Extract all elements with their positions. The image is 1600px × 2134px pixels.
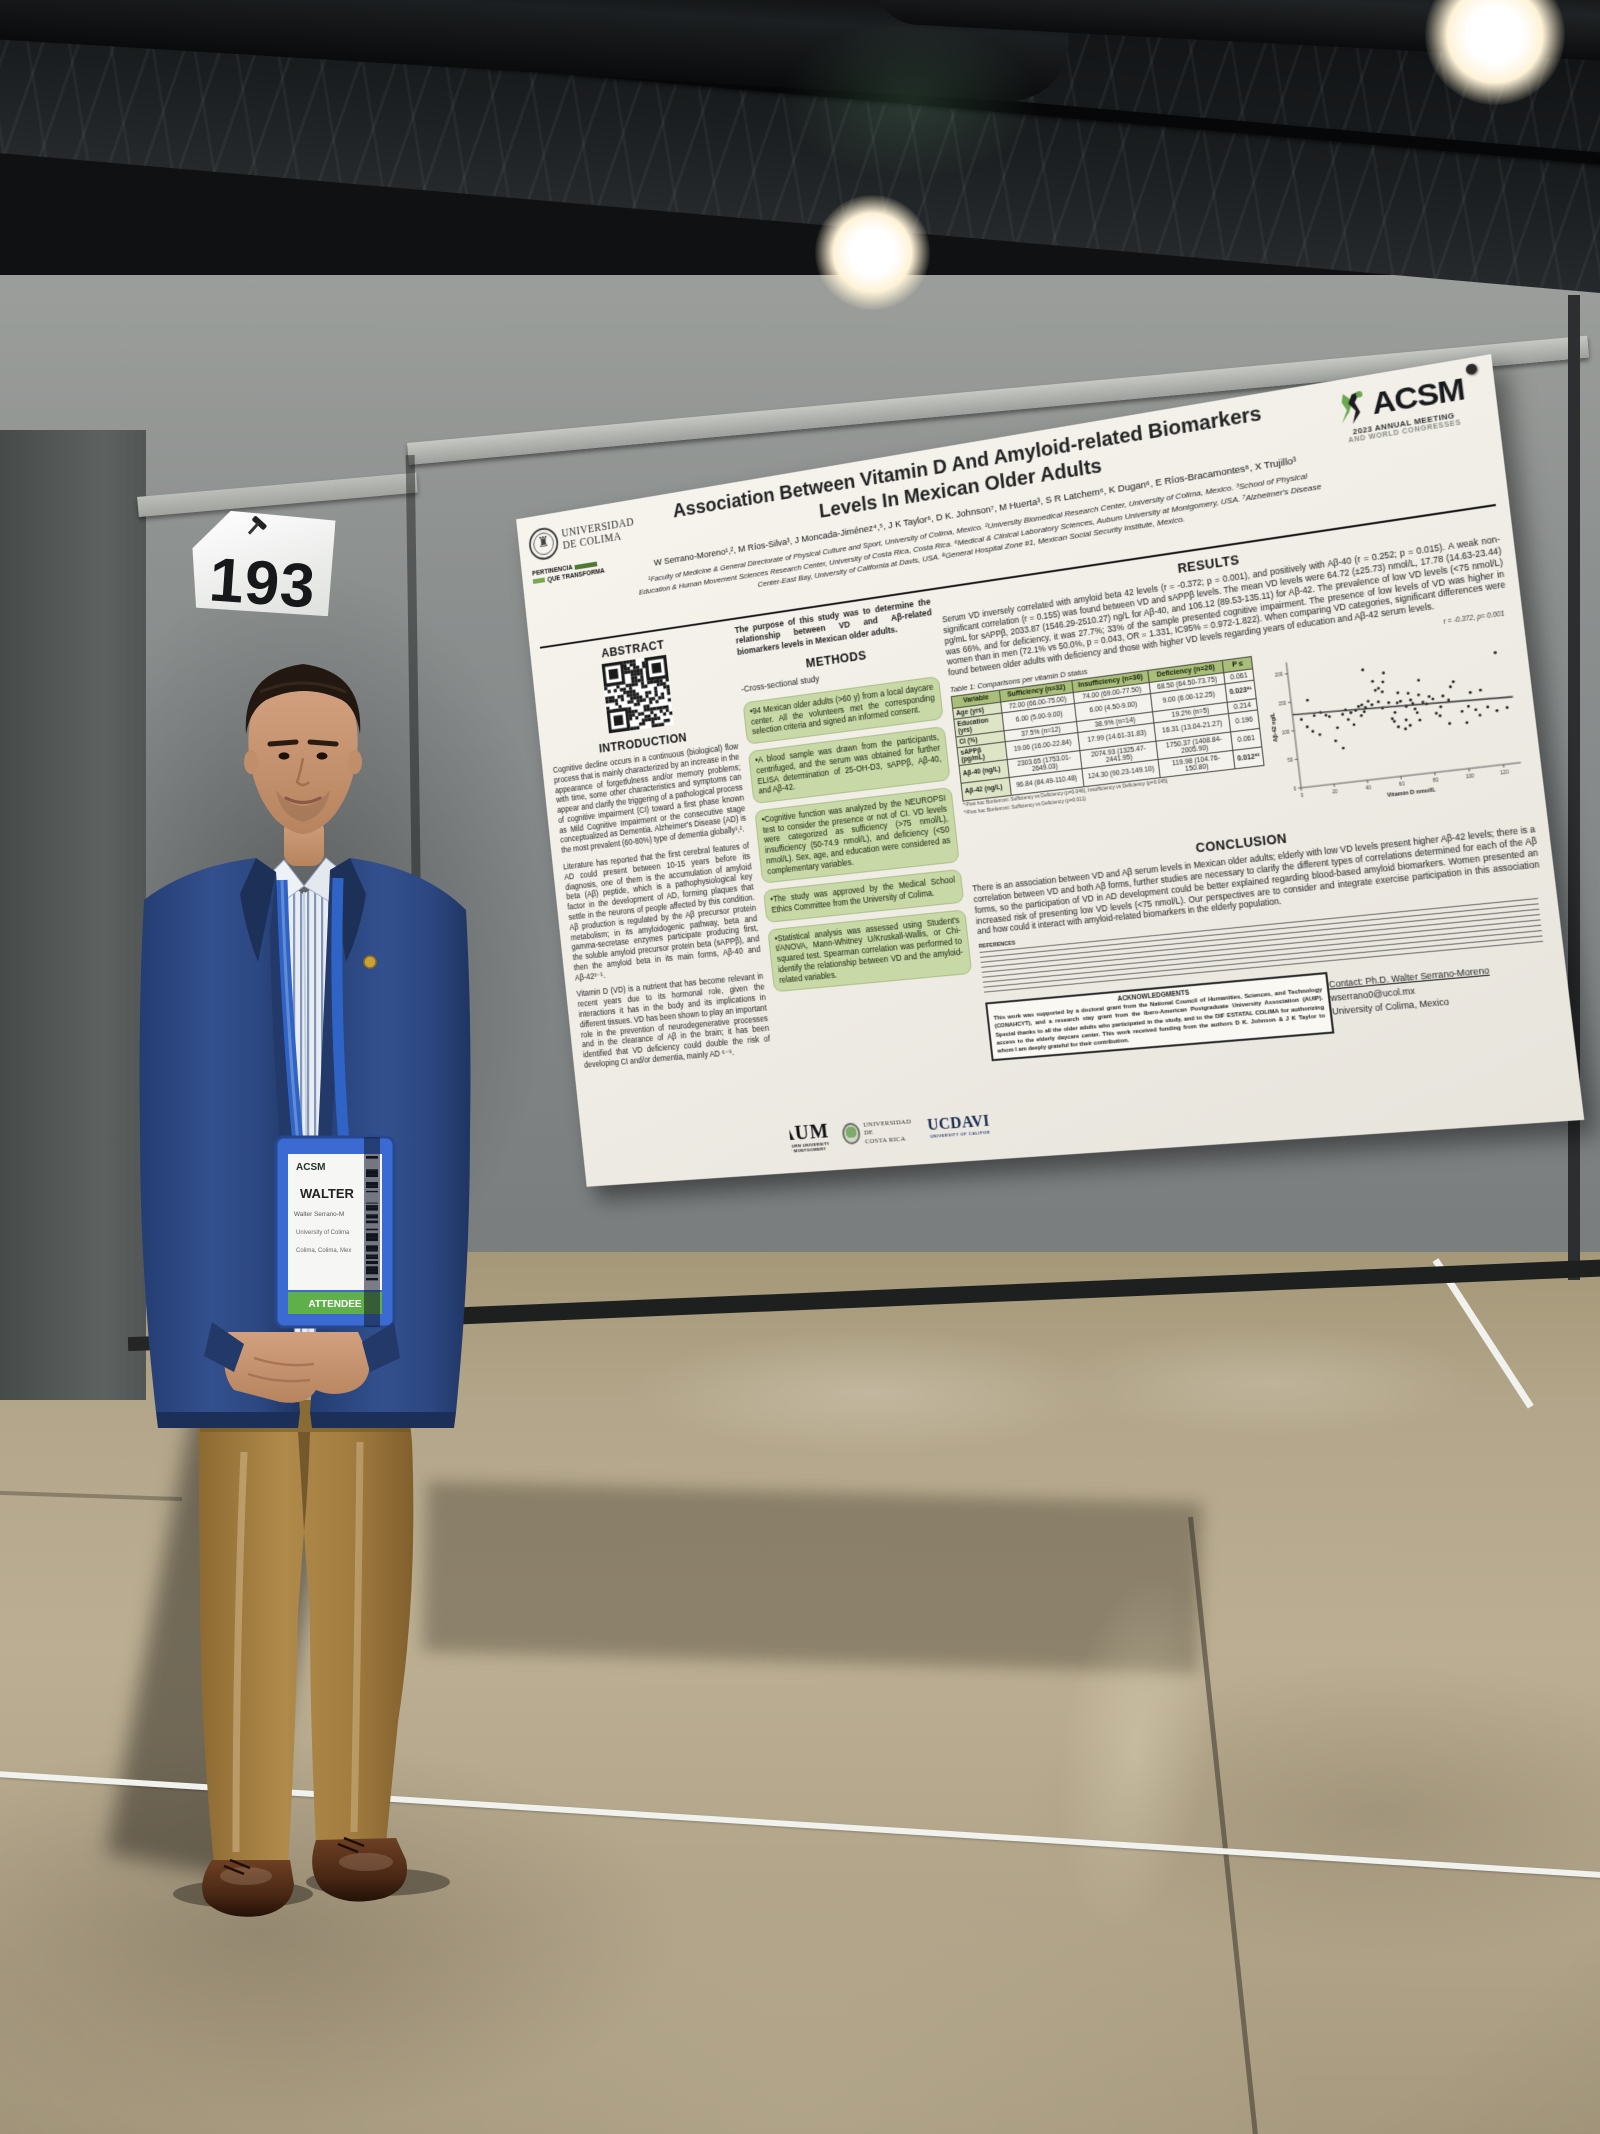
table-cell: 0.012*² <box>1233 746 1265 769</box>
column-results-conclusion: RESULTS Serum VD inversely correlated wi… <box>939 512 1568 1141</box>
qr-code-icon <box>601 654 674 734</box>
aum-subtext: AUBURN UNIVERSITY AT MONTGOMERY <box>781 1141 830 1154</box>
ceiling-glow <box>780 20 1040 180</box>
board-number: 193 <box>206 545 318 622</box>
person-hair <box>245 664 361 734</box>
person-presenter: ACSM WALTER Walter Serrano-M University … <box>139 664 471 1917</box>
research-poster: UNIVERSIDAD DE COLIMA PERTINENCIA QUE TR… <box>516 354 1585 1187</box>
svg-text:120: 120 <box>1500 769 1510 776</box>
methods-point: •Statistical analysis was assessed using… <box>767 909 973 993</box>
svg-text:200: 200 <box>1275 672 1284 679</box>
badge-brand: ACSM <box>296 1162 325 1173</box>
badge-location: Colima, Colima, Mex <box>296 1248 351 1254</box>
pushpin-icon <box>251 515 267 530</box>
svg-text:60: 60 <box>1399 781 1406 787</box>
person-pants <box>198 1400 414 1864</box>
svg-text:0: 0 <box>1300 793 1304 799</box>
ucr-seal-icon <box>841 1122 862 1146</box>
contact-block: Contact: Ph.D. Walter Serrano-Moreno wse… <box>1327 952 1556 1018</box>
board-right-edge <box>1568 295 1580 1280</box>
svg-text:Vitamin D nmol/L: Vitamin D nmol/L <box>1387 788 1437 800</box>
poster-body: ABSTRACT INTRODUCTION Cognitive decline … <box>541 512 1569 1169</box>
badge-org: University of Colima <box>296 1230 350 1236</box>
methods-boxes: •94 Mexican older adults (>60 y) from a … <box>742 669 973 993</box>
table-and-chart-row: Table 1: Comparisons per vitamin D statu… <box>950 610 1532 860</box>
svg-text:100: 100 <box>1465 773 1475 780</box>
introduction-paragraph-1: Cognitive decline occurs in a continuous… <box>552 741 747 855</box>
ucr-logo: UNIVERSIDAD DE COSTA RICA <box>841 1118 916 1147</box>
ucdavis-logo: UCDAVIS UNIVERSITY OF CALIFORNIA <box>927 1112 992 1139</box>
person-shoes <box>202 1836 408 1917</box>
svg-text:100: 100 <box>1281 729 1290 735</box>
svg-text:80: 80 <box>1433 777 1440 783</box>
scatter-plot-block: r = -0.372, p= 0.001 0 20 40 60 80 100 120 0 50 1… <box>1259 610 1532 826</box>
svg-text:0: 0 <box>1293 786 1297 792</box>
svg-text:20: 20 <box>1332 789 1339 795</box>
far-left-wall-edge <box>0 430 146 1400</box>
scatter-plot: 0 20 40 60 80 100 120 0 50 100 150 200 Vitamin D nmo… <box>1270 651 1531 800</box>
acsm-runner-icon <box>1338 390 1364 425</box>
lapel-pin-icon <box>363 955 377 969</box>
universidad-de-colima-logo: UNIVERSIDAD DE COLIMA PERTINENCIA QUE TR… <box>527 509 635 587</box>
svg-text:50: 50 <box>1287 757 1294 763</box>
person-hands <box>204 1322 400 1403</box>
svg-text:40: 40 <box>1365 785 1372 791</box>
svg-text:Aβ-42 ng/L: Aβ-42 ng/L <box>1270 711 1280 742</box>
badge-lanyard <box>276 877 350 1145</box>
methods-point: •Cognitive function was analyzed by the … <box>754 786 960 884</box>
introduction-paragraph-2: Literature has reported that the first c… <box>562 840 761 983</box>
badge-name-big: WALTER <box>300 1186 355 1201</box>
introduction-paragraph-3: Vitamin D (VD) is a nutrient that has be… <box>576 971 771 1070</box>
attendee-badge: ACSM WALTER Walter Serrano-M University … <box>274 1135 396 1329</box>
udec-crest-icon <box>527 525 560 562</box>
partner-logos-row: AUM AUBURN UNIVERSITY AT MONTGOMERY UNIV… <box>779 1101 992 1156</box>
ceiling-light <box>815 195 930 310</box>
industrial-ceiling <box>0 0 1600 299</box>
badge-role: ATTENDEE <box>308 1299 361 1310</box>
badge-name: Walter Serrano-M <box>294 1211 344 1218</box>
aum-logo: AUM AUBURN UNIVERSITY AT MONTGOMERY <box>779 1119 831 1155</box>
person-head <box>244 664 362 866</box>
column-abstract-introduction: ABSTRACT INTRODUCTION Cognitive decline … <box>541 627 783 1169</box>
svg-text:150: 150 <box>1278 700 1287 706</box>
comparison-table-block: Table 1: Comparisons per vitamin D statu… <box>950 645 1272 860</box>
